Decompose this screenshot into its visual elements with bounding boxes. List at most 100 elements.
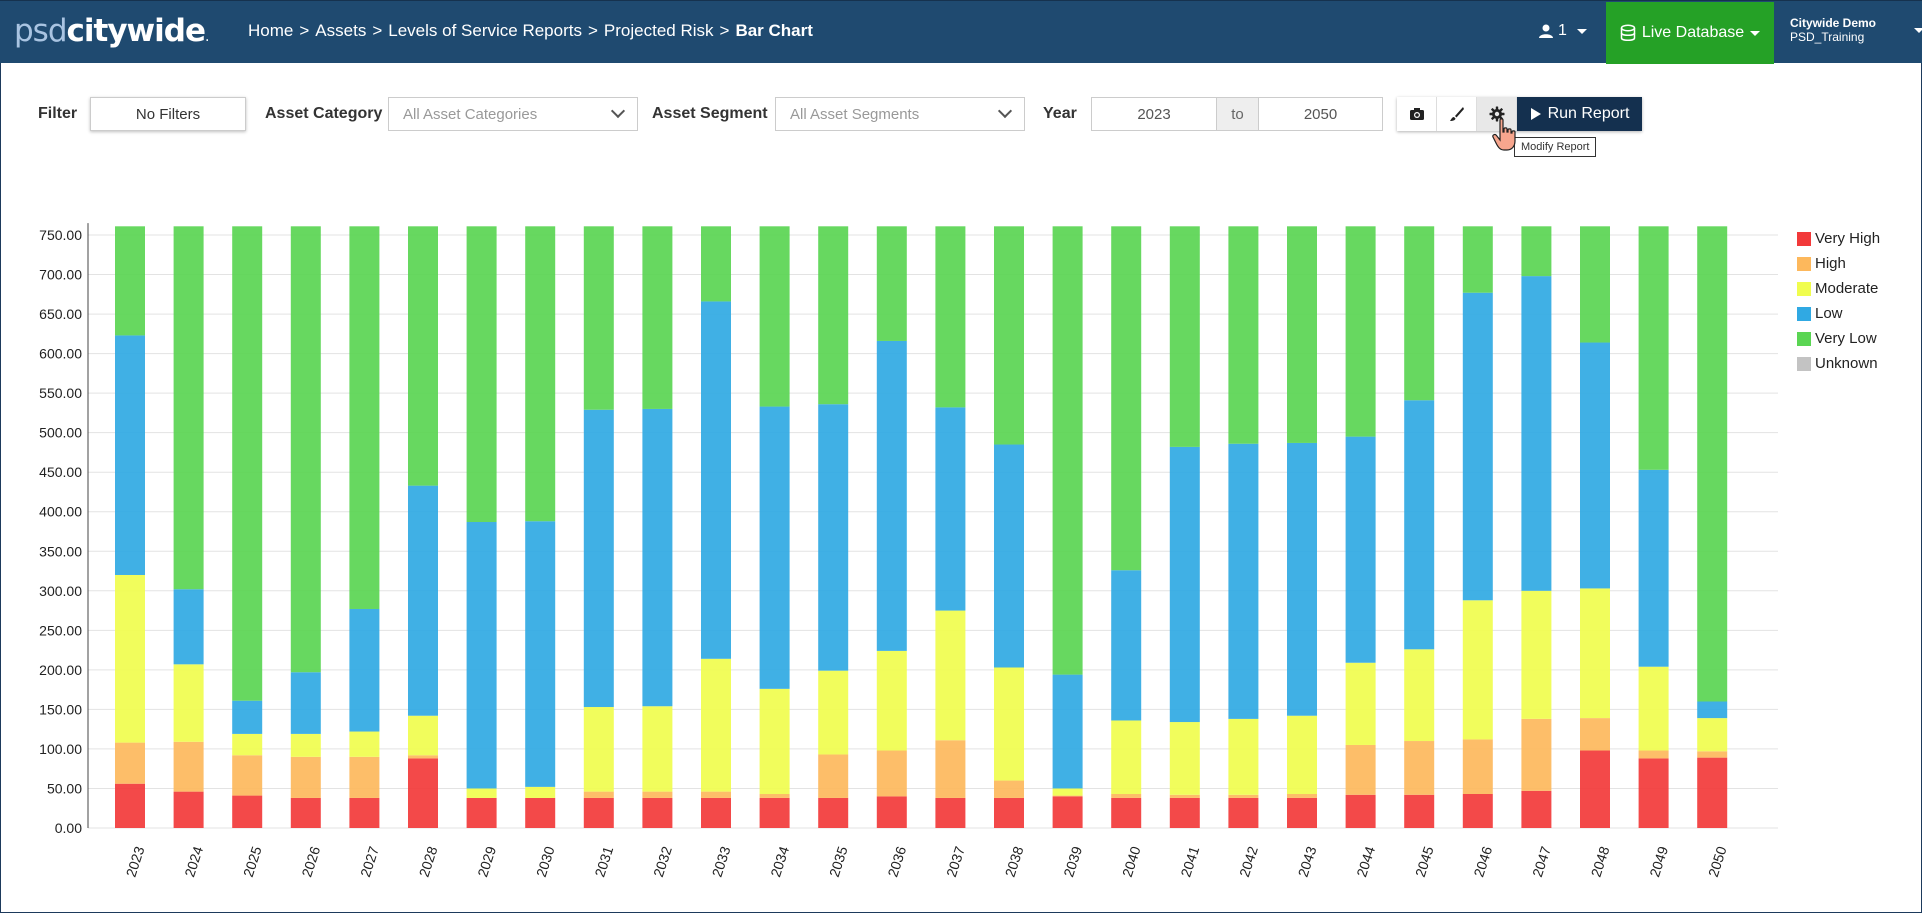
- bar-segment-moderate[interactable]: [349, 731, 380, 757]
- legend-item-very-high[interactable]: Very High: [1797, 226, 1880, 251]
- bar-segment-low[interactable]: [759, 406, 790, 689]
- bar-segment-moderate[interactable]: [1345, 662, 1376, 745]
- bar-segment-high[interactable]: [173, 741, 204, 792]
- bar-stack-2025[interactable]: [232, 226, 263, 828]
- bar-segment-very-low[interactable]: [1345, 226, 1376, 437]
- bar-segment-low[interactable]: [290, 672, 321, 734]
- bar-segment-moderate[interactable]: [583, 707, 614, 792]
- bar-segment-very-high[interactable]: [1462, 794, 1493, 828]
- bar-segment-very-high[interactable]: [115, 783, 145, 828]
- bar-stack-2034[interactable]: [759, 226, 790, 828]
- bar-segment-low[interactable]: [1462, 292, 1493, 601]
- logo[interactable]: psdcitywide.: [14, 13, 210, 49]
- bar-stack-2024[interactable]: [173, 226, 204, 828]
- legend-item-low[interactable]: Low: [1797, 301, 1880, 326]
- bar-segment-very-high[interactable]: [408, 758, 438, 828]
- bar-segment-very-high[interactable]: [1287, 797, 1317, 828]
- bar-segment-very-low[interactable]: [408, 226, 438, 486]
- bar-segment-moderate[interactable]: [994, 667, 1024, 781]
- bar-segment-low[interactable]: [876, 340, 907, 651]
- bar-segment-high[interactable]: [1462, 739, 1493, 795]
- bar-segment-very-high[interactable]: [1169, 797, 1200, 828]
- bar-segment-very-low[interactable]: [290, 226, 321, 673]
- bar-segment-very-high[interactable]: [994, 797, 1024, 828]
- bar-stack-2041[interactable]: [1169, 226, 1200, 828]
- bar-segment-very-low[interactable]: [1697, 226, 1728, 702]
- bar-segment-low[interactable]: [818, 404, 849, 671]
- bar-segment-high[interactable]: [1287, 794, 1317, 798]
- bar-segment-low[interactable]: [349, 608, 380, 732]
- bar-segment-moderate[interactable]: [232, 733, 263, 756]
- bar-segment-low[interactable]: [701, 301, 731, 659]
- bar-segment-high[interactable]: [1404, 741, 1435, 795]
- bar-segment-very-low[interactable]: [232, 226, 263, 701]
- bar-segment-very-low[interactable]: [1521, 226, 1552, 277]
- bar-segment-high[interactable]: [349, 756, 380, 798]
- bar-segment-high[interactable]: [1169, 794, 1200, 798]
- bar-segment-low[interactable]: [1638, 469, 1669, 667]
- bar-stack-2050[interactable]: [1697, 226, 1728, 828]
- bar-segment-moderate[interactable]: [1169, 722, 1200, 795]
- bar-segment-high[interactable]: [1111, 794, 1142, 798]
- bar-segment-low[interactable]: [232, 700, 263, 734]
- legend-item-very-low[interactable]: Very Low: [1797, 326, 1880, 351]
- bar-stack-2045[interactable]: [1404, 226, 1435, 828]
- bar-segment-very-low[interactable]: [1287, 226, 1317, 443]
- bar-segment-moderate[interactable]: [1111, 720, 1142, 795]
- bar-segment-very-high[interactable]: [818, 797, 849, 828]
- bar-segment-moderate[interactable]: [759, 688, 790, 795]
- bar-segment-very-low[interactable]: [466, 226, 497, 523]
- bar-segment-very-low[interactable]: [115, 226, 145, 336]
- bar-stack-2037[interactable]: [935, 226, 966, 828]
- bar-segment-very-low[interactable]: [818, 226, 849, 405]
- bar-segment-very-low[interactable]: [349, 226, 380, 609]
- legend-item-high[interactable]: High: [1797, 251, 1880, 276]
- run-report-button[interactable]: Run Report: [1517, 97, 1642, 131]
- bar-segment-low[interactable]: [1287, 442, 1317, 716]
- bar-stack-2042[interactable]: [1228, 226, 1259, 828]
- bar-segment-moderate[interactable]: [1521, 590, 1552, 719]
- bar-segment-high[interactable]: [1521, 718, 1552, 791]
- modify-report-button[interactable]: [1477, 97, 1517, 131]
- bar-stack-2049[interactable]: [1638, 226, 1669, 828]
- bar-segment-moderate[interactable]: [1287, 715, 1317, 795]
- bar-stack-2038[interactable]: [994, 226, 1024, 828]
- bar-stack-2030[interactable]: [525, 226, 556, 828]
- bar-stack-2043[interactable]: [1287, 226, 1317, 828]
- bar-segment-very-high[interactable]: [1404, 794, 1435, 828]
- bar-segment-high[interactable]: [759, 794, 790, 798]
- asset-category-select[interactable]: All Asset Categories: [388, 97, 638, 131]
- account-dropdown[interactable]: Citywide Demo PSD_Training: [1790, 16, 1922, 44]
- bar-segment-moderate[interactable]: [173, 664, 204, 742]
- breadcrumb-home[interactable]: Home: [248, 21, 294, 40]
- bar-stack-2039[interactable]: [1052, 226, 1083, 828]
- bar-segment-low[interactable]: [1697, 701, 1728, 719]
- bar-segment-low[interactable]: [1228, 443, 1259, 719]
- bar-segment-very-low[interactable]: [701, 226, 731, 302]
- legend-item-moderate[interactable]: Moderate: [1797, 276, 1880, 301]
- bar-segment-high[interactable]: [1638, 750, 1669, 759]
- bar-segment-very-high[interactable]: [290, 797, 321, 828]
- bar-segment-very-low[interactable]: [1228, 226, 1259, 444]
- bar-segment-very-high[interactable]: [1228, 797, 1259, 828]
- bar-segment-low[interactable]: [642, 408, 673, 707]
- bar-segment-very-high[interactable]: [1580, 750, 1610, 828]
- asset-segment-select[interactable]: All Asset Segments: [775, 97, 1025, 131]
- bar-segment-very-low[interactable]: [994, 226, 1024, 445]
- bar-segment-moderate[interactable]: [466, 788, 497, 798]
- bar-segment-high[interactable]: [583, 791, 614, 798]
- bar-segment-very-high[interactable]: [701, 797, 731, 828]
- bar-segment-very-low[interactable]: [935, 226, 966, 408]
- bar-segment-moderate[interactable]: [1404, 649, 1435, 742]
- bar-segment-low[interactable]: [1580, 342, 1610, 589]
- bar-segment-very-low[interactable]: [1638, 226, 1669, 470]
- bar-segment-high[interactable]: [876, 750, 907, 797]
- bar-segment-very-high[interactable]: [525, 797, 556, 828]
- bar-stack-2032[interactable]: [642, 226, 673, 828]
- bar-segment-very-low[interactable]: [173, 226, 204, 590]
- breadcrumb-assets[interactable]: Assets: [315, 21, 367, 40]
- bar-segment-moderate[interactable]: [1052, 788, 1083, 796]
- bar-stack-2026[interactable]: [290, 226, 321, 828]
- bar-segment-high[interactable]: [642, 791, 673, 798]
- bar-stack-2048[interactable]: [1580, 226, 1610, 828]
